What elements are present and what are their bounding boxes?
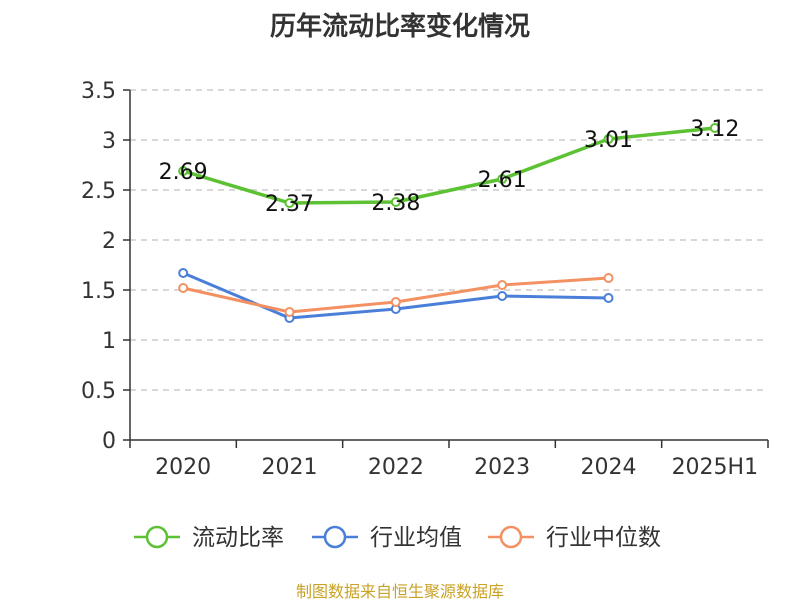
- y-tick-label: 3: [102, 129, 116, 154]
- gridlines: [130, 89, 768, 391]
- x-tick-label: 2020: [155, 455, 211, 480]
- series-lines: [178, 123, 720, 323]
- data-point: [497, 174, 508, 184]
- data-point: [603, 273, 614, 283]
- data-label: 3.12: [690, 117, 739, 142]
- axes: 0 0.5 1 1.5 2 2.5 3 3.5 2020 2021 2022 2023 2024 2025…: [81, 79, 769, 480]
- legend-label: 流动比率: [192, 525, 284, 551]
- data-label: 2.38: [371, 191, 420, 216]
- legend-label: 行业均值: [370, 525, 462, 551]
- legend-marker: [499, 525, 523, 549]
- data-point: [709, 123, 720, 133]
- y-tick-label: 1.5: [81, 279, 116, 304]
- data-label: 2.61: [478, 168, 527, 193]
- legend[interactable]: 流动比率 行业均值 行业中位数: [134, 525, 661, 551]
- source-note: 制图数据来自恒生聚源数据库: [295, 582, 504, 601]
- data-point: [497, 280, 508, 290]
- legend-label: 行业中位数: [546, 525, 661, 551]
- data-point: [178, 283, 189, 293]
- data-point: [284, 198, 295, 208]
- y-tick-label: 3.5: [81, 79, 116, 104]
- legend-item[interactable]: 行业中位数: [488, 525, 661, 551]
- y-tick-label: 2: [102, 229, 116, 254]
- data-point: [497, 291, 508, 301]
- data-point: [390, 297, 401, 307]
- data-label: 2.69: [159, 160, 208, 185]
- data-label: 3.01: [584, 128, 633, 153]
- data-point: [178, 166, 189, 176]
- x-tick-label: 2025H1: [672, 455, 759, 480]
- data-point: [284, 307, 295, 317]
- y-tick-label: 1: [102, 329, 116, 354]
- legend-marker: [323, 525, 347, 549]
- series-line: [181, 126, 717, 205]
- data-point: [178, 268, 189, 278]
- x-tick-label: 2022: [368, 455, 424, 480]
- x-tick-label: 2023: [474, 455, 530, 480]
- x-tick-label: 2021: [262, 455, 318, 480]
- legend-item[interactable]: 流动比率: [134, 525, 284, 551]
- data-point: [390, 197, 401, 207]
- data-point: [603, 293, 614, 303]
- chart-title: 历年流动比率变化情况: [269, 12, 530, 42]
- data-point: [603, 134, 614, 144]
- legend-item[interactable]: 行业均值: [312, 525, 462, 551]
- x-tick-label: 2024: [581, 455, 637, 480]
- y-tick-label: 2.5: [81, 179, 116, 204]
- data-label: 2.37: [265, 192, 314, 217]
- y-tick-label: 0.5: [81, 379, 116, 404]
- data-labels: 2.69 2.37 2.38 2.61 3.01 3.12: [159, 117, 740, 217]
- y-tick-label: 0: [102, 429, 116, 454]
- legend-marker: [145, 525, 169, 549]
